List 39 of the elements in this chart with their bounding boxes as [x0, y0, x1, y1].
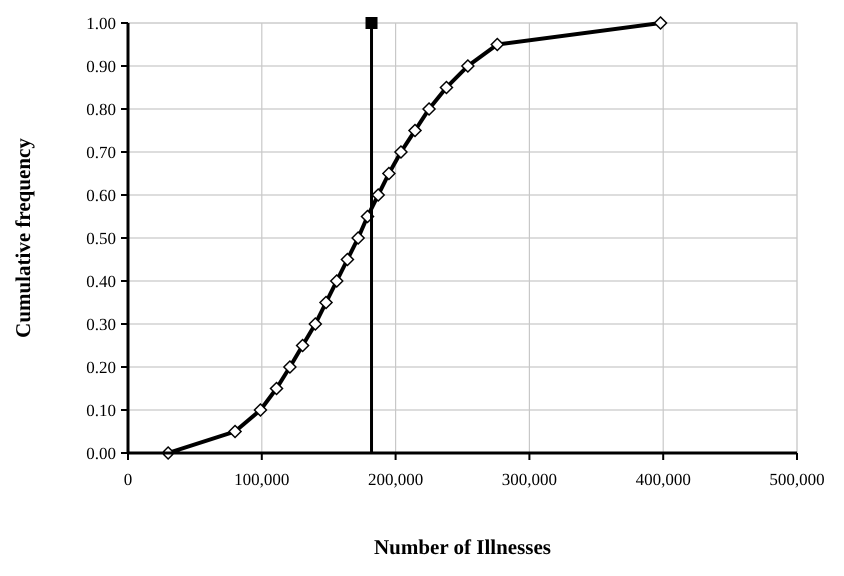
point — [296, 338, 310, 352]
x-axis-title: Number of Illnesses — [374, 535, 551, 559]
point — [366, 17, 378, 29]
point — [382, 166, 396, 180]
x-tick-label: 300,000 — [502, 470, 558, 489]
x-tick-label: 100,000 — [234, 470, 290, 489]
point — [440, 80, 454, 94]
point — [394, 145, 408, 159]
x-tick-label: 0 — [124, 470, 132, 489]
y-tick-label: 0.80 — [86, 100, 116, 119]
point — [319, 296, 333, 310]
y-tick-label: 0.50 — [86, 228, 116, 248]
point — [371, 188, 385, 202]
y-tick-label: 0.90 — [86, 56, 116, 76]
y-tick-label: 0.10 — [86, 400, 116, 420]
y-tick-label: 0.70 — [86, 142, 116, 162]
point — [340, 252, 354, 266]
y-tick-label: 1.00 — [86, 14, 116, 33]
point — [654, 16, 668, 30]
point — [270, 382, 284, 396]
y-tick-label: 0.60 — [86, 186, 116, 205]
point — [228, 424, 242, 438]
y-tick-label: 0.00 — [86, 444, 116, 463]
point — [408, 124, 422, 138]
point — [461, 59, 475, 73]
y-axis-title: Cumulative frequency — [11, 138, 35, 338]
point — [330, 274, 344, 288]
x-tick-label: 400,000 — [636, 470, 691, 489]
point — [283, 360, 297, 374]
point — [490, 38, 504, 52]
point — [308, 317, 322, 331]
y-tick-label: 0.30 — [86, 314, 116, 334]
point — [254, 403, 268, 417]
x-tick-label: 200,000 — [368, 470, 424, 489]
y-tick-label: 0.40 — [86, 272, 116, 291]
point — [422, 102, 436, 116]
y-tick-label: 0.20 — [86, 358, 116, 377]
point — [351, 231, 365, 245]
x-tick-label: 500,000 — [769, 470, 825, 489]
